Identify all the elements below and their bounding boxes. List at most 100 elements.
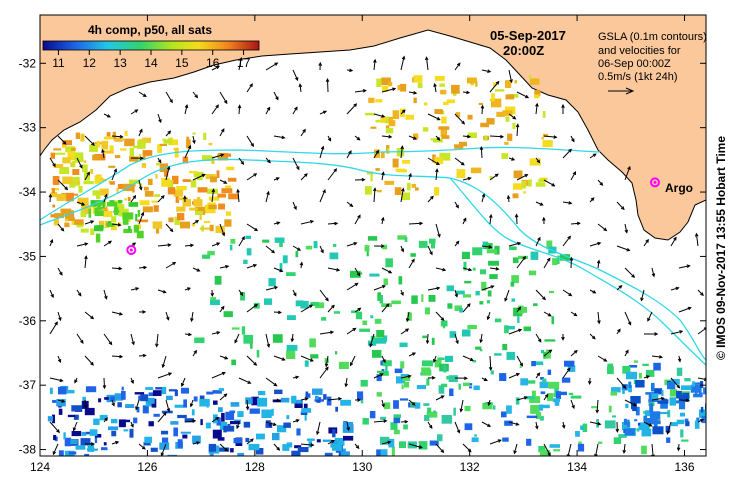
- velocity-arrow: [589, 333, 596, 340]
- velocity-arrowhead: [413, 136, 418, 140]
- velocity-arrowhead: [220, 153, 225, 157]
- velocity-arrowhead: [455, 204, 459, 209]
- sst-pixel: [539, 381, 549, 389]
- velocity-arrowhead: [253, 264, 258, 268]
- velocity-arrowhead: [187, 144, 192, 149]
- velocity-arrowhead: [167, 243, 172, 247]
- sst-pixel: [203, 220, 211, 223]
- sst-pixel: [223, 425, 227, 433]
- velocity-arrowhead: [591, 335, 596, 340]
- velocity-arrowhead: [487, 401, 491, 407]
- sst-pixel: [385, 364, 388, 372]
- sst-pixel: [96, 141, 101, 148]
- velocity-arrowhead: [597, 241, 602, 246]
- y-tick-label: -38: [19, 443, 37, 457]
- velocity-arrowhead: [250, 143, 254, 148]
- sst-pixel: [237, 411, 244, 418]
- velocity-arrowhead: [113, 168, 117, 173]
- velocity-arrow: [381, 303, 390, 313]
- sst-pixel: [375, 99, 383, 103]
- velocity-arrowhead: [535, 102, 539, 107]
- velocity-arrowhead: [223, 393, 228, 398]
- velocity-arrowhead: [587, 380, 592, 386]
- sst-pixel: [681, 385, 692, 390]
- sst-pixel: [52, 414, 55, 424]
- sst-pixel: [429, 440, 439, 446]
- velocity-arrowhead: [196, 441, 201, 445]
- sst-pixel: [480, 269, 487, 275]
- sst-pixel: [402, 160, 411, 164]
- velocity-arrow: [211, 65, 220, 71]
- velocity-arrow: [138, 443, 146, 450]
- sst-pixel: [326, 396, 332, 406]
- sst-pixel: [423, 403, 430, 406]
- velocity-arrowhead: [418, 445, 423, 449]
- velocity-arrow: [462, 267, 472, 271]
- sst-pixel: [404, 382, 410, 388]
- velocity-arrow: [84, 399, 87, 408]
- velocity-arrowhead: [647, 317, 651, 322]
- sst-pixel: [109, 145, 114, 152]
- sst-pixel: [547, 369, 552, 375]
- velocity-arrow: [76, 243, 88, 247]
- velocity-arrowhead: [86, 171, 90, 176]
- sst-pixel: [625, 403, 629, 409]
- velocity-arrowhead: [119, 134, 124, 139]
- argo-float-marker[interactable]: [126, 244, 137, 255]
- sst-pixel: [333, 311, 340, 314]
- velocity-arrowhead: [249, 438, 254, 443]
- velocity-arrow: [327, 222, 338, 225]
- sst-pixel: [108, 165, 116, 168]
- sst-pixel: [487, 290, 492, 297]
- velocity-arrowhead: [700, 419, 705, 423]
- sst-pixel: [155, 174, 158, 179]
- velocity-arrowhead: [54, 321, 58, 326]
- sst-pixel: [208, 204, 217, 210]
- velocity-arrow: [246, 223, 258, 231]
- sst-pixel: [121, 391, 126, 400]
- sst-pixel: [567, 365, 576, 372]
- velocity-arrowhead: [435, 161, 440, 166]
- sst-pixel: [109, 181, 115, 185]
- velocity-arrowhead: [237, 104, 242, 109]
- sst-pixel: [237, 452, 245, 456]
- velocity-arrowhead: [353, 103, 358, 107]
- velocity-arrowhead: [221, 128, 225, 133]
- velocity-arrow: [184, 104, 188, 115]
- sst-pixel: [184, 418, 195, 423]
- velocity-arrowhead: [467, 303, 471, 308]
- velocity-arrowhead: [488, 213, 493, 218]
- sst-pixel: [540, 391, 546, 395]
- sst-pixel: [406, 182, 411, 191]
- sst-pixel: [217, 437, 225, 441]
- sst-pixel: [495, 89, 505, 92]
- sst-pixel: [98, 398, 102, 403]
- sst-pixel: [530, 251, 539, 260]
- velocity-arrowhead: [320, 145, 325, 150]
- sst-pixel: [622, 365, 631, 374]
- velocity-arrowhead: [107, 114, 111, 118]
- velocity-arrow: [49, 289, 54, 298]
- velocity-arrowhead: [385, 303, 390, 308]
- velocity-arrowhead: [523, 396, 528, 400]
- velocity-arrow: [319, 331, 334, 335]
- velocity-arrowhead: [456, 429, 461, 434]
- velocity-arrow: [57, 267, 63, 276]
- velocity-arrow: [219, 223, 225, 236]
- velocity-arrowhead: [361, 177, 366, 182]
- sst-pixel: [182, 199, 191, 207]
- velocity-arrowhead: [381, 171, 385, 176]
- velocity-arrowhead: [276, 398, 281, 403]
- velocity-arrowhead: [640, 297, 644, 302]
- sst-pixel: [439, 83, 445, 87]
- velocity-arrowhead: [626, 247, 631, 252]
- sst-pixel: [680, 429, 684, 438]
- velocity-arrow: [138, 354, 146, 357]
- sst-pixel: [257, 397, 268, 407]
- argo-float-marker[interactable]: [649, 177, 660, 188]
- sst-pixel: [482, 402, 493, 410]
- sst-pixel: [171, 139, 178, 146]
- sst-pixel: [227, 177, 237, 182]
- velocity-arrowhead: [401, 187, 405, 192]
